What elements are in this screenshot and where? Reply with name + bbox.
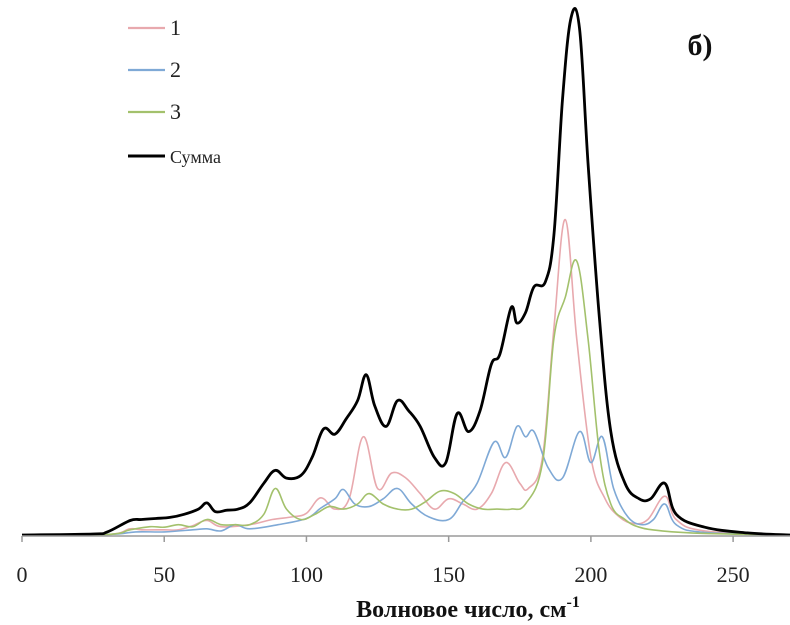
x-tick-label: 50	[153, 562, 175, 587]
legend-label-2: 2	[170, 57, 181, 82]
series-line-4	[21, 7, 790, 537]
legend-label-1: 1	[170, 15, 181, 40]
series-line-2	[21, 424, 790, 536]
panel-label: б)	[688, 29, 713, 62]
x-tick-label: 100	[290, 562, 323, 587]
legend-label-3: 3	[170, 99, 181, 124]
x-axis-title: Волновое число, см-1	[356, 594, 580, 623]
x-axis: 0 50 100 150 200 250	[17, 535, 790, 587]
x-tick-label: 0	[17, 562, 28, 587]
plot-area	[21, 7, 790, 537]
x-tick-label: 200	[574, 562, 607, 587]
series-line-3	[21, 259, 790, 536]
x-tick-label: 150	[432, 562, 465, 587]
legend: 1 2 3 Сумма	[128, 15, 221, 167]
x-tick-label: 250	[717, 562, 750, 587]
x-axis-title-superscript: -1	[567, 594, 580, 611]
legend-label-4: Сумма	[170, 147, 221, 167]
series-line-1	[21, 218, 790, 536]
x-axis-title-text: Волновое число, см	[356, 597, 566, 623]
